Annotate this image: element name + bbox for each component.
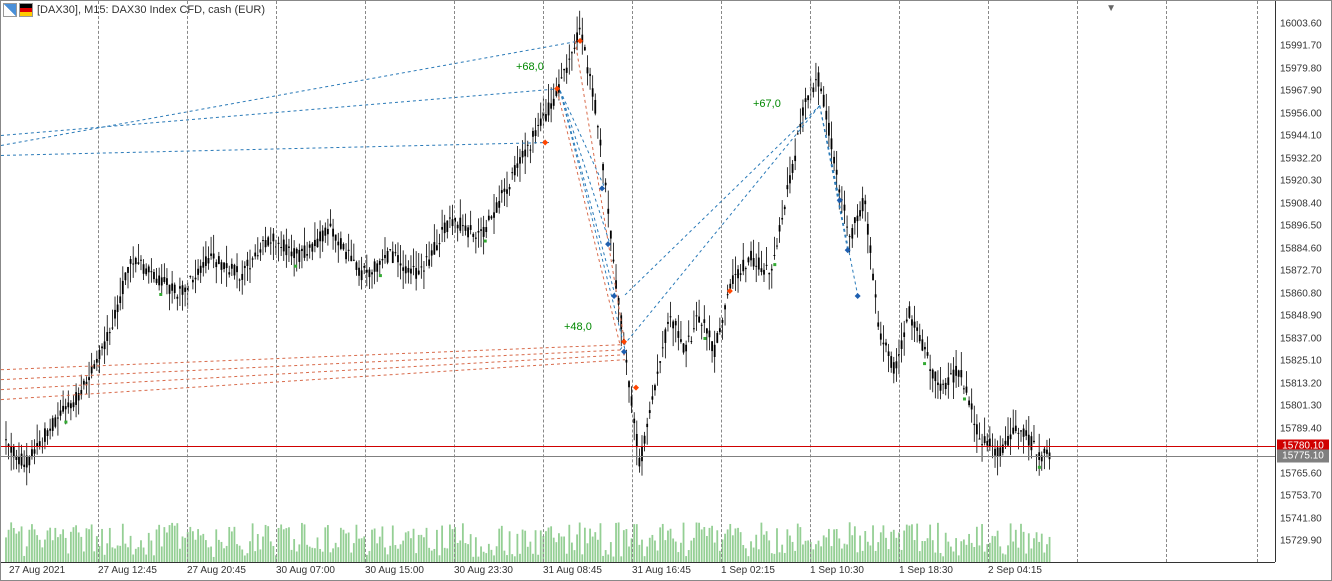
y-tick-label: 15741.80: [1280, 513, 1322, 524]
y-tick-label: 15789.40: [1280, 423, 1322, 434]
header-icons: [3, 3, 33, 17]
chart-icon: [3, 3, 17, 17]
x-tick-label: 30 Aug 07:00: [276, 565, 335, 576]
x-tick-label: 1 Sep 02:15: [721, 565, 775, 576]
y-tick-label: 15944.10: [1280, 131, 1322, 142]
y-tick-label: 15908.40: [1280, 198, 1322, 209]
dropdown-arrow-icon[interactable]: ▼: [1106, 3, 1116, 14]
overlay-svg: [1, 1, 1275, 562]
trade-annotation: +68,0: [516, 61, 544, 73]
y-tick-label: 15837.00: [1280, 333, 1322, 344]
x-tick-label: 31 Aug 08:45: [543, 565, 602, 576]
y-tick-label: 15848.90: [1280, 311, 1322, 322]
y-tick-label: 15967.90: [1280, 86, 1322, 97]
y-tick-label: 15991.70: [1280, 41, 1322, 52]
y-tick-label: 15979.80: [1280, 63, 1322, 74]
chart-container: [DAX30], M15: DAX30 Index CFD, cash (EUR…: [0, 0, 1332, 581]
y-tick-label: 15813.20: [1280, 378, 1322, 389]
x-axis: 27 Aug 2021 27 Aug 12:45 27 Aug 20:45 30 Au…: [1, 562, 1275, 580]
y-tick-label: 15872.70: [1280, 266, 1322, 277]
x-tick-label: 1 Sep 18:30: [899, 565, 953, 576]
trade-annotation: +48,0: [564, 321, 592, 333]
x-tick-label: 30 Aug 23:30: [454, 565, 513, 576]
y-tick-label: 15825.10: [1280, 356, 1322, 367]
y-tick-label: 15765.60: [1280, 468, 1322, 479]
x-tick-label: 27 Aug 12:45: [98, 565, 157, 576]
trade-annotation: +67,0: [753, 98, 781, 110]
y-tick-label: 15729.90: [1280, 536, 1322, 547]
y-tick-label: 15920.30: [1280, 176, 1322, 187]
y-tick-label: 15801.30: [1280, 401, 1322, 412]
y-tick-label: 15884.60: [1280, 243, 1322, 254]
y-axis: 16003.60 15991.70 15979.80 15967.90 15956.00…: [1275, 1, 1331, 562]
y-tick-label: 15753.70: [1280, 491, 1322, 502]
y-tick-label: 15896.50: [1280, 221, 1322, 232]
x-tick-label: 27 Aug 20:45: [187, 565, 246, 576]
x-tick-label: 27 Aug 2021: [9, 565, 65, 576]
y-tick-label: 16003.60: [1280, 18, 1322, 29]
x-tick-label: 31 Aug 16:45: [632, 565, 691, 576]
y-tick-label: 15956.00: [1280, 108, 1322, 119]
y-tick-label: 15860.80: [1280, 288, 1322, 299]
chart-title: [DAX30], M15: DAX30 Index CFD, cash (EUR…: [37, 4, 265, 16]
bid-price-tag: 15775.10: [1277, 449, 1329, 462]
x-tick-label: 1 Sep 10:30: [810, 565, 864, 576]
chart-header: [DAX30], M15: DAX30 Index CFD, cash (EUR…: [3, 3, 265, 17]
x-tick-label: 30 Aug 15:00: [365, 565, 424, 576]
plot-area[interactable]: +68,0 +48,0 +67,0: [1, 1, 1275, 562]
y-tick-label: 15932.20: [1280, 153, 1322, 164]
x-tick-label: 2 Sep 04:15: [988, 565, 1042, 576]
german-flag-icon: [19, 3, 33, 17]
